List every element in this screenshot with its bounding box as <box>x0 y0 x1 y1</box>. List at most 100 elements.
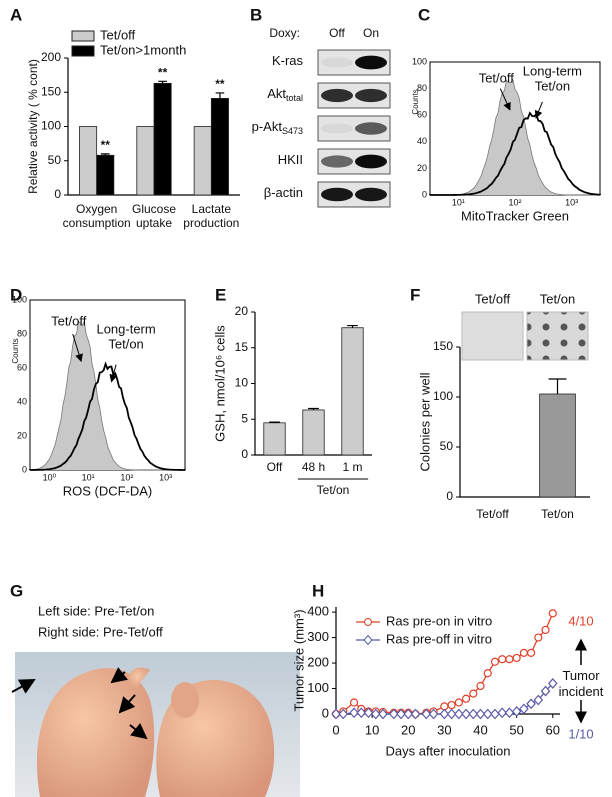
marker <box>446 708 457 720</box>
y-tick-label: 0 <box>54 187 61 201</box>
marker <box>533 694 544 706</box>
x-tick-label: 10² <box>508 197 521 207</box>
x-tick-label: 1 m <box>342 460 362 474</box>
error-bar <box>215 92 225 99</box>
marker <box>454 708 464 720</box>
blot-band <box>355 122 387 135</box>
marker <box>349 698 359 707</box>
y-tick-label: 60 <box>417 110 427 120</box>
annotation: 1/10 <box>568 726 593 741</box>
marker <box>540 685 551 697</box>
series-line <box>335 613 554 715</box>
y-tick-label: 150 <box>433 339 453 353</box>
legend-swatch <box>71 45 95 57</box>
y-axis-label: Relative activity ( % cont) <box>26 59 40 194</box>
legend-label: Ras pre-off in vitro <box>386 631 492 646</box>
marker <box>363 707 374 719</box>
marker <box>428 708 439 720</box>
x-axis-label: ROS (DCF-DA) <box>63 483 153 498</box>
panel-letter: A <box>10 5 22 24</box>
error-bar <box>347 324 358 328</box>
y-tick-label: 0 <box>422 189 427 199</box>
marker <box>497 707 507 719</box>
y-tick-label: 15 <box>235 340 249 354</box>
x-tick-label: 50 <box>509 722 523 737</box>
y-tick-label: 100 <box>41 119 61 133</box>
photo-caption: Right side: Pre-Tet/off <box>38 624 163 639</box>
significance: ** <box>101 138 111 152</box>
histogram-tet-on <box>29 361 186 471</box>
image-label: Tet/on <box>540 291 575 306</box>
blot-band <box>355 55 387 70</box>
blot-row-label: β-actin <box>264 185 303 200</box>
panel-letter: C <box>418 5 430 24</box>
marker <box>331 708 341 720</box>
blot-band <box>321 123 353 134</box>
x-tick-label: Tet/on <box>541 507 574 521</box>
bar <box>210 98 229 196</box>
marker <box>396 708 406 720</box>
y-tick-label: 400 <box>307 604 329 619</box>
bar <box>539 393 576 498</box>
marker <box>490 708 500 720</box>
bar <box>136 126 155 196</box>
blot-band <box>355 187 387 202</box>
annotation: 4/10 <box>568 613 593 628</box>
histogram-tet-on <box>429 111 601 196</box>
blot-row-label: Akttotal <box>267 86 303 103</box>
lane-label: Off <box>329 26 345 40</box>
marker <box>519 703 529 715</box>
panel-letter: G <box>10 581 23 600</box>
marker <box>410 708 421 720</box>
bar <box>341 327 364 456</box>
legend-swatch <box>71 30 95 42</box>
marker <box>483 669 492 678</box>
legend-label: Tet/on>1month <box>100 42 186 57</box>
x-tick-label: 48 h <box>302 460 325 474</box>
marker <box>447 700 456 710</box>
arrow <box>72 333 83 363</box>
y-tick-label: 40 <box>17 396 27 406</box>
panel-letter: H <box>312 581 324 600</box>
x-tick-label: 10¹ <box>452 197 465 207</box>
blot-band <box>321 57 353 68</box>
y-tick-label: 100 <box>412 56 427 66</box>
y-tick-label: 60 <box>17 362 27 372</box>
panel-letter: F <box>410 285 420 304</box>
marker <box>498 655 507 664</box>
x-axis-label: Days after inoculation <box>385 743 510 758</box>
y-tick-label: 150 <box>41 84 61 98</box>
x-tick-label: Glucose uptake <box>132 202 176 230</box>
y-tick-label: 100 <box>433 389 453 403</box>
histogram-label: Long-term Tet/on <box>523 64 582 94</box>
x-tick-label: Lactate production <box>183 202 239 230</box>
error-bar <box>548 378 567 394</box>
y-axis-label: Counts <box>411 89 420 114</box>
bar <box>96 154 115 196</box>
error-bar <box>100 153 110 156</box>
marker <box>504 707 515 719</box>
marker <box>378 708 388 720</box>
photo-caption: Left side: Pre-Tet/on <box>38 603 154 618</box>
blot-row-label: p-AktS473 <box>252 119 303 136</box>
marker <box>476 681 485 691</box>
x-tick-label: 20 <box>401 722 415 737</box>
bar <box>263 422 286 456</box>
marker <box>534 633 543 642</box>
marker <box>548 609 557 618</box>
marker <box>526 698 536 710</box>
x-tick-label: Tet/off <box>476 507 509 521</box>
marker <box>475 708 486 720</box>
y-tick-label: 100 <box>307 680 329 695</box>
y-tick-label: 50 <box>440 439 454 453</box>
x-tick-label: 10² <box>120 472 133 482</box>
histogram-tet-off <box>29 320 185 471</box>
marker <box>403 708 414 720</box>
significance: ** <box>158 65 168 79</box>
x-tick-label: 0 <box>332 722 339 737</box>
marker <box>526 648 536 657</box>
marker <box>519 648 528 657</box>
y-tick-label: 5 <box>241 411 248 425</box>
lane-label: On <box>363 26 379 40</box>
legend-label: Ras pre-on in vitro <box>386 613 492 628</box>
